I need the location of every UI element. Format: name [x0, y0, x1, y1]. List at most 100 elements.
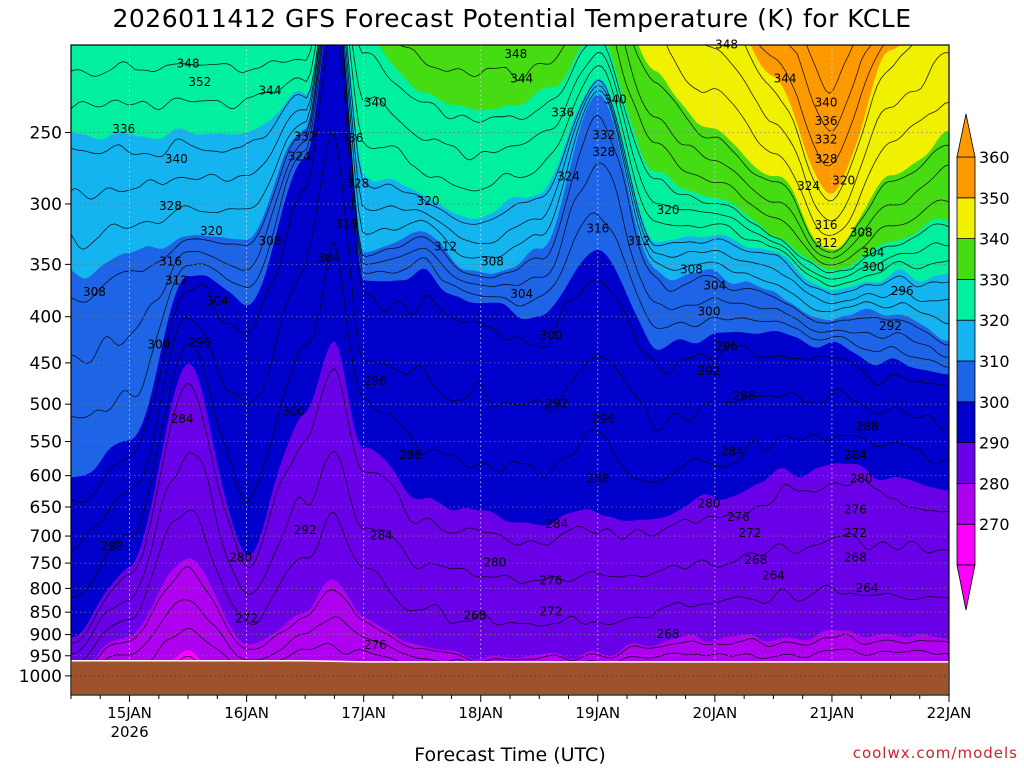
contour-label: 348 [504, 47, 527, 61]
isentrope-line [71, 241, 949, 598]
y-tick-label: 750 [30, 554, 62, 574]
contour-label: 300 [861, 260, 884, 274]
ground-surface [71, 659, 949, 695]
contour-label: 316 [586, 222, 609, 236]
contour-label: 324 [797, 179, 820, 193]
contour-label: 296 [891, 284, 914, 298]
contour-label: 288 [733, 389, 756, 403]
x-tick-sublabel: 2026 [110, 723, 148, 741]
isentrope-line [633, 45, 949, 253]
isentrope-line [758, 45, 885, 167]
contour-label: 308 [259, 234, 282, 248]
contour-label: 304 [703, 279, 726, 293]
colorbar-segment-340 [956, 238, 976, 280]
contour-label: 332 [815, 133, 838, 147]
y-tick-label: 600 [30, 467, 62, 487]
contour-label: 288 [586, 471, 609, 485]
y-tick-label: 950 [30, 647, 62, 667]
contour-label: 280 [850, 471, 873, 485]
contour-label: 296 [592, 412, 615, 426]
y-tick-label: 650 [30, 498, 62, 518]
contour-label: 284 [844, 448, 867, 462]
isentrope-line [71, 133, 949, 551]
x-tick-label: 17JAN [341, 704, 386, 722]
colorbar-segment-350 [956, 197, 976, 240]
y-tick-label: 850 [30, 603, 62, 623]
contour-label: 340 [604, 92, 627, 106]
x-tick-label: 18JAN [458, 704, 503, 722]
y-tick-label: 550 [30, 433, 62, 453]
contour-label: 288 [856, 420, 879, 434]
colorbar-label: 290 [979, 434, 1010, 453]
x-tick-label: 19JAN [575, 704, 620, 722]
contour-label: 272 [235, 612, 258, 626]
contour-label: 276 [727, 510, 750, 524]
colorbar-segment-320 [956, 319, 976, 362]
contour-label: 328 [592, 145, 615, 159]
grid-layer [71, 45, 949, 695]
colorbar-segment-300 [956, 401, 976, 443]
y-tick-label: 400 [30, 308, 62, 328]
contour-label: 320 [832, 174, 855, 188]
contour-label: 352 [188, 75, 211, 89]
contour-label: 268 [744, 553, 767, 567]
colorbar-segment-280 [956, 482, 976, 525]
colorbar-label: 330 [979, 270, 1010, 289]
contour-label: 292 [294, 523, 317, 537]
contour-label: 324 [557, 169, 580, 183]
colorbar-label: 300 [979, 393, 1010, 412]
y-tick-label: 450 [30, 354, 62, 374]
contour-label: 268 [657, 627, 680, 641]
contour-label: 304 [317, 251, 340, 265]
contour-label: 312 [815, 236, 838, 250]
contour-label: 336 [112, 122, 135, 136]
colorbar-label: 270 [979, 515, 1010, 534]
contour-label: 300 [540, 328, 563, 342]
contour-label: 336 [341, 131, 364, 145]
contour-label: 300 [147, 338, 170, 352]
isentrope-line [624, 45, 949, 259]
y-tick-label: 250 [30, 123, 62, 143]
contour-label: 328 [815, 152, 838, 166]
contour-label: 296 [715, 339, 738, 353]
contour-label: 276 [364, 638, 387, 652]
contour-label: 276 [540, 573, 563, 587]
isentrope-line [71, 45, 949, 295]
contour-label: 300 [698, 304, 721, 318]
contour-label: 296 [364, 374, 387, 388]
colorbar-segment-270 [956, 523, 976, 566]
contour-label: 344 [259, 84, 282, 98]
isentrope-line [71, 45, 949, 325]
contour-label: 328 [346, 176, 369, 190]
isentrope-line [71, 509, 949, 666]
contour-label: 324 [288, 149, 311, 163]
contour-label: 288 [399, 448, 422, 462]
contour-fill-layer [71, 45, 949, 695]
isentrope-line [71, 450, 949, 655]
contour-label: 304 [206, 294, 229, 308]
y-tick-label: 500 [30, 395, 62, 415]
contour-label: 300 [282, 404, 305, 418]
contour-label: 280 [698, 496, 721, 510]
contour-label: 284 [370, 529, 393, 543]
contour-label: 304 [510, 287, 533, 301]
contour-label: 328 [159, 199, 182, 213]
isentrope-line [71, 45, 949, 280]
contour-label: 280 [483, 556, 506, 570]
colorbar-label: 320 [979, 311, 1010, 330]
contour-label: 296 [188, 336, 211, 350]
band-fill-290 [71, 341, 949, 695]
isentrope-line [358, 45, 949, 274]
contour-label: 308 [850, 225, 873, 239]
colorbar-segment-290 [956, 442, 976, 484]
contour-label: 284 [171, 412, 194, 426]
colorbar-extend-top [956, 113, 976, 158]
contour-label: 320 [417, 194, 440, 208]
colorbar-label: 310 [979, 352, 1010, 371]
contour-label: 312 [165, 273, 188, 287]
contour-label: 268 [463, 608, 486, 622]
contour-label: 264 [856, 581, 879, 595]
isentrope-line [666, 45, 949, 236]
contour-label: 316 [159, 255, 182, 269]
